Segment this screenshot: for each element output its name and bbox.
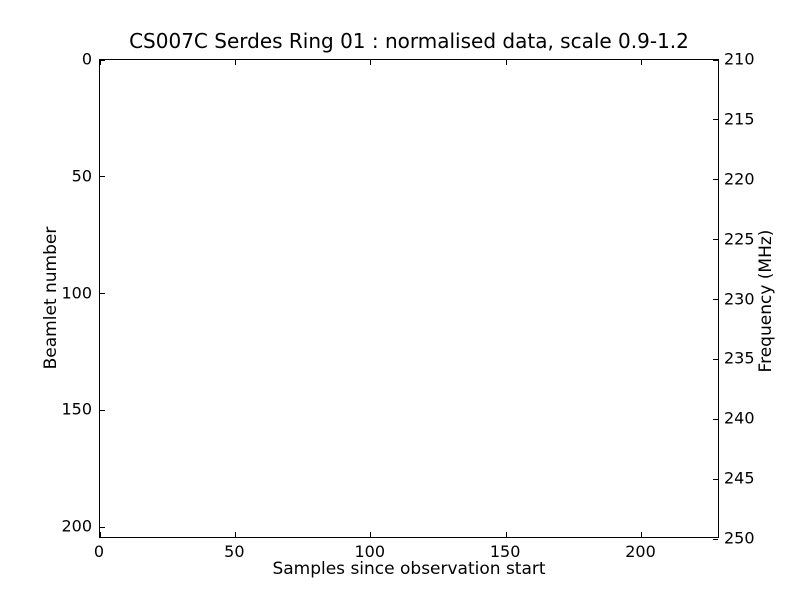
y-axis-label-right: Frequency (MHz) bbox=[756, 229, 776, 373]
x-tick bbox=[505, 532, 507, 537]
y-right-tick bbox=[713, 179, 718, 181]
x-tick bbox=[99, 532, 101, 537]
y-left-tick bbox=[100, 293, 105, 295]
x-tick-label: 200 bbox=[625, 542, 656, 561]
x-axis-label: Samples since observation start bbox=[272, 559, 546, 579]
y-left-tick bbox=[100, 176, 105, 178]
x-tick-top bbox=[99, 60, 101, 65]
x-tick-label: 0 bbox=[93, 542, 105, 561]
x-tick-top bbox=[370, 60, 372, 65]
y-left-tick bbox=[100, 59, 105, 61]
y-right-tick-label: 240 bbox=[724, 408, 755, 428]
y-left-tick-label: 200 bbox=[61, 516, 92, 536]
y-right-tick-label: 210 bbox=[724, 49, 755, 69]
y-left-tick-label: 50 bbox=[71, 166, 92, 186]
x-tick bbox=[640, 532, 642, 537]
y-right-tick-label: 250 bbox=[724, 528, 755, 548]
y-left-tick-label: 0 bbox=[81, 49, 92, 69]
x-tick bbox=[370, 532, 372, 537]
x-tick-top bbox=[234, 60, 236, 65]
y-right-tick-label: 230 bbox=[724, 289, 755, 308]
plot-area bbox=[99, 59, 719, 540]
y-right-tick bbox=[713, 239, 718, 241]
y-right-tick bbox=[713, 538, 718, 540]
y-left-tick bbox=[100, 409, 105, 411]
y-right-tick-label: 225 bbox=[724, 229, 755, 249]
y-left-tick-label: 150 bbox=[61, 399, 92, 419]
y-left-tick bbox=[100, 526, 105, 528]
y-right-tick-label: 235 bbox=[724, 348, 755, 368]
y-right-tick bbox=[713, 119, 718, 121]
y-right-tick-label: 220 bbox=[724, 169, 755, 189]
y-left-tick-label: 100 bbox=[61, 283, 92, 303]
y-right-tick bbox=[713, 299, 718, 300]
x-tick-label: 150 bbox=[489, 542, 521, 561]
x-tick-label: 50 bbox=[224, 542, 245, 561]
y-right-tick bbox=[713, 478, 718, 480]
chart-title: CS007C Serdes Ring 01 : normalised data,… bbox=[129, 29, 689, 53]
x-tick-label: 100 bbox=[354, 542, 386, 561]
y-right-tick-label: 215 bbox=[724, 109, 755, 129]
x-tick bbox=[234, 532, 236, 537]
x-tick-top bbox=[640, 60, 642, 65]
y-right-tick bbox=[713, 358, 718, 360]
y-right-tick bbox=[713, 418, 718, 420]
y-right-tick bbox=[713, 59, 718, 61]
y-right-tick-label: 245 bbox=[724, 468, 755, 488]
x-tick-top bbox=[505, 60, 507, 65]
